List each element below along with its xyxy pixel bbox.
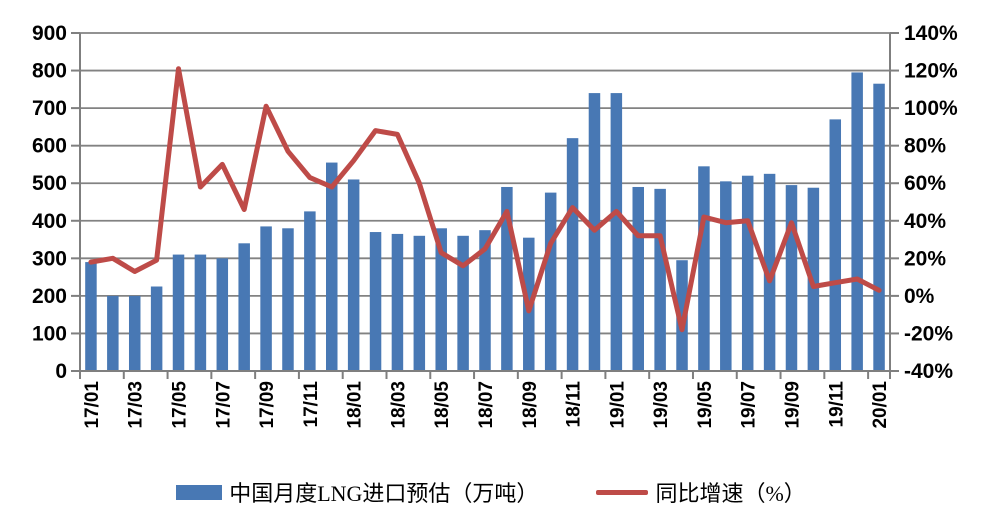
bar: [698, 166, 710, 371]
growth-line: [88, 66, 882, 333]
x-axis-label: 19/03: [651, 381, 672, 429]
y-axis-label-right: -20%: [904, 322, 953, 345]
y-axis-label-right: 140%: [904, 22, 958, 45]
bar: [435, 228, 447, 371]
legend-item-bars: 中国月度LNG进口预估（万吨）: [176, 476, 538, 508]
x-axis-label: 17/09: [257, 381, 278, 429]
x-axis-label: 17/03: [126, 381, 147, 429]
bar: [128, 295, 141, 371]
bar: [150, 286, 163, 371]
bar: [326, 162, 338, 371]
bar: [654, 188, 666, 371]
bar: [391, 233, 404, 371]
x-axis-label: 18/09: [520, 381, 541, 429]
chart-canvas: 0 100 200 300 400 500 600 700 800 900 -40% -20% 0% 20…: [32, 22, 958, 429]
combo-chart: 0 100 200 300 400 500 600 700 800 900 -40% -20% 0% 20…: [32, 22, 958, 429]
y-axis-label-right: -40%: [904, 360, 953, 383]
y-axis-label-right: 80%: [904, 135, 946, 158]
y-axis-label-left: 600: [32, 135, 67, 158]
bar: [851, 72, 863, 371]
bar: [282, 228, 294, 371]
bar: [304, 211, 316, 371]
bar: [347, 179, 360, 371]
legend-item-line: 同比增速（%）: [596, 476, 806, 508]
x-axis-label: 18/05: [432, 381, 453, 429]
x-axis-label: 19/11: [826, 381, 847, 428]
x-axis-label: 17/05: [170, 381, 191, 429]
bar: [501, 186, 513, 371]
line-series-swatch: [596, 489, 649, 495]
bar: [829, 119, 842, 371]
x-axis-label: 19/07: [739, 381, 760, 429]
y-axis-label-left: 400: [32, 210, 67, 233]
bar: [720, 181, 732, 371]
bar: [172, 254, 185, 371]
y-axis-label-right: 120%: [904, 60, 958, 83]
x-axis-label: 18/07: [476, 381, 497, 429]
x-axis-label: 19/01: [607, 381, 628, 429]
bar: [194, 254, 207, 371]
x-axis-label: 18/01: [345, 381, 366, 429]
bar: [85, 262, 97, 371]
x-axis-label: 19/05: [695, 381, 716, 429]
y-axis-label-right: 0%: [904, 285, 935, 308]
bar-series-label: 中国月度LNG进口预估（万吨）: [229, 481, 539, 506]
y-axis-label-left: 100: [32, 322, 67, 345]
x-axis-label: 20/01: [870, 381, 891, 429]
x-axis-label: 18/03: [388, 381, 409, 429]
x-axis-label: 19/09: [783, 381, 804, 429]
y-axis-label-left: 200: [32, 285, 67, 308]
bar: [785, 185, 798, 371]
x-axis-label: 17/07: [213, 381, 234, 429]
y-axis-label-right: 20%: [904, 247, 946, 270]
bar: [216, 258, 229, 371]
y-axis-label-left: 300: [32, 247, 67, 270]
bar: [479, 230, 491, 371]
bar: [369, 232, 382, 371]
y-axis-label-left: 0: [55, 360, 67, 383]
bar: [457, 235, 469, 371]
x-axis-label: 17/11: [301, 381, 322, 428]
line-series-label: 同比增速（%）: [655, 481, 806, 506]
y-axis-label-right: 40%: [904, 210, 946, 233]
bar: [413, 235, 426, 371]
bar: [566, 138, 579, 371]
y-axis-label-left: 700: [32, 97, 67, 120]
bar: [632, 186, 644, 371]
y-axis-label-left: 500: [32, 172, 67, 195]
bar: [763, 173, 776, 371]
bar: [873, 83, 885, 371]
chart-legend: 中国月度LNG进口预估（万吨） 同比增速（%）: [0, 476, 982, 508]
bar: [544, 192, 557, 371]
x-axis-label: 18/11: [564, 381, 585, 428]
bar: [741, 175, 754, 371]
y-axis-label-right: 100%: [904, 97, 958, 120]
bar: [107, 295, 119, 371]
bar-series-swatch: [176, 484, 223, 500]
bar: [610, 93, 623, 371]
bar: [238, 243, 250, 371]
y-axis-label-right: 60%: [904, 172, 946, 195]
bar: [260, 226, 272, 371]
y-axis-label-left: 800: [32, 60, 67, 83]
y-axis-label-left: 900: [32, 22, 67, 45]
x-axis-label: 17/01: [82, 381, 103, 429]
bar: [676, 260, 688, 371]
